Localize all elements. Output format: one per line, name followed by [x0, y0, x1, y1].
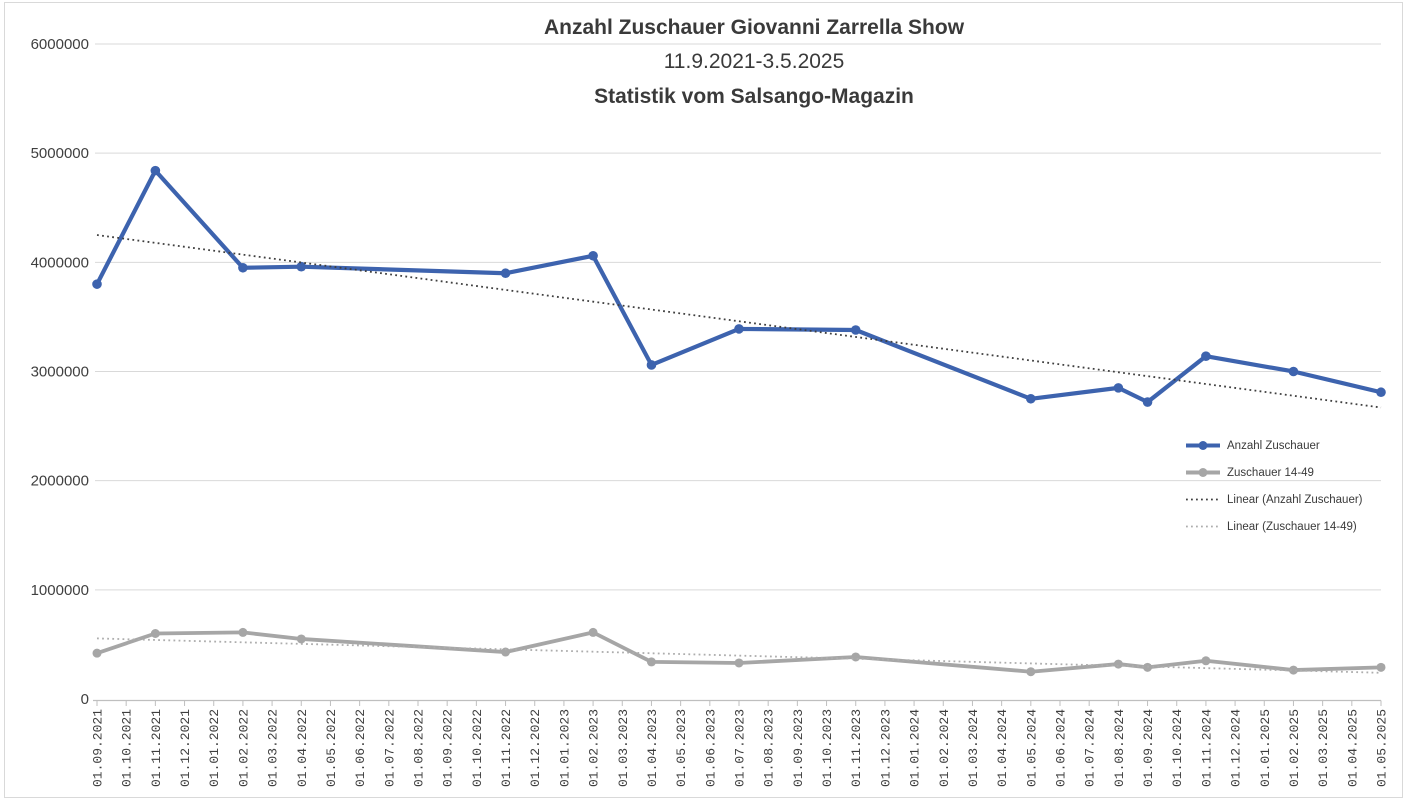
legend-item-linear-zuschauer-14-49: Linear (Zuschauer 14-49) — [1186, 513, 1363, 540]
svg-text:01.07.2022: 01.07.2022 — [382, 709, 397, 787]
svg-text:01.09.2024: 01.09.2024 — [1141, 709, 1156, 787]
svg-text:01.11.2022: 01.11.2022 — [499, 709, 514, 787]
svg-text:01.06.2024: 01.06.2024 — [1054, 709, 1069, 787]
chart-title-block: Anzahl Zuschauer Giovanni Zarrella Show … — [88, 11, 1420, 114]
svg-text:01.05.2023: 01.05.2023 — [674, 709, 689, 787]
svg-text:01.10.2022: 01.10.2022 — [470, 709, 485, 787]
svg-text:01.06.2022: 01.06.2022 — [353, 709, 368, 787]
chart-subtitle-source: Statistik vom Salsango-Magazin — [594, 85, 914, 108]
legend-dotted-line-icon — [1186, 525, 1220, 528]
svg-text:1000000: 1000000 — [31, 582, 89, 599]
svg-text:01.05.2025: 01.05.2025 — [1375, 709, 1390, 787]
svg-text:01.11.2024: 01.11.2024 — [1199, 709, 1214, 787]
svg-text:01.09.2021: 01.09.2021 — [91, 709, 106, 787]
svg-text:01.02.2023: 01.02.2023 — [587, 709, 602, 787]
svg-text:01.03.2024: 01.03.2024 — [966, 709, 981, 787]
legend-label: Linear (Zuschauer 14-49) — [1227, 520, 1357, 533]
chart-legend: Anzahl Zuschauer Zuschauer 14-49 Linear … — [1186, 432, 1363, 540]
svg-text:01.10.2021: 01.10.2021 — [120, 709, 135, 787]
svg-text:3000000: 3000000 — [31, 363, 89, 380]
svg-text:01.02.2022: 01.02.2022 — [236, 709, 251, 787]
svg-text:01.08.2023: 01.08.2023 — [762, 709, 777, 787]
legend-line-marker-icon — [1186, 441, 1220, 450]
svg-text:4000000: 4000000 — [31, 254, 89, 271]
legend-item-anzahl-zuschauer: Anzahl Zuschauer — [1186, 432, 1363, 459]
chart-subtitle-daterange: 11.9.2021-3.5.2025 — [663, 50, 845, 73]
legend-label: Linear (Anzahl Zuschauer) — [1227, 493, 1363, 506]
svg-text:01.06.2023: 01.06.2023 — [703, 709, 718, 787]
svg-text:01.01.2022: 01.01.2022 — [207, 709, 222, 787]
svg-text:01.08.2022: 01.08.2022 — [412, 709, 427, 787]
svg-text:01.12.2024: 01.12.2024 — [1229, 709, 1244, 787]
svg-text:01.01.2024: 01.01.2024 — [908, 709, 923, 787]
svg-text:01.01.2023: 01.01.2023 — [557, 709, 572, 787]
svg-text:01.03.2022: 01.03.2022 — [266, 709, 281, 787]
chart-title: Anzahl Zuschauer Giovanni Zarrella Show — [543, 16, 965, 39]
svg-text:01.12.2023: 01.12.2023 — [878, 709, 893, 787]
svg-text:01.07.2023: 01.07.2023 — [733, 709, 748, 787]
svg-text:5000000: 5000000 — [31, 145, 89, 162]
legend-item-linear-anzahl-zuschauer: Linear (Anzahl Zuschauer) — [1186, 486, 1363, 513]
svg-text:01.05.2022: 01.05.2022 — [324, 709, 339, 787]
svg-text:01.09.2023: 01.09.2023 — [791, 709, 806, 787]
svg-text:01.12.2021: 01.12.2021 — [178, 709, 193, 787]
svg-text:0: 0 — [81, 691, 89, 708]
svg-text:01.11.2021: 01.11.2021 — [149, 709, 164, 787]
svg-text:01.01.2025: 01.01.2025 — [1258, 709, 1273, 787]
svg-text:6000000: 6000000 — [31, 36, 89, 53]
svg-text:01.08.2024: 01.08.2024 — [1112, 709, 1127, 787]
svg-text:01.07.2024: 01.07.2024 — [1083, 709, 1098, 787]
legend-item-zuschauer-14-49: Zuschauer 14-49 — [1186, 459, 1363, 486]
svg-text:01.03.2025: 01.03.2025 — [1316, 709, 1331, 787]
svg-text:01.12.2022: 01.12.2022 — [528, 709, 543, 787]
svg-text:01.10.2024: 01.10.2024 — [1170, 709, 1185, 787]
legend-label: Anzahl Zuschauer — [1227, 439, 1320, 452]
legend-line-marker-icon — [1186, 468, 1220, 477]
svg-text:01.11.2023: 01.11.2023 — [849, 709, 864, 787]
legend-dotted-line-icon — [1186, 498, 1220, 501]
svg-text:01.04.2025: 01.04.2025 — [1345, 709, 1360, 787]
svg-text:01.03.2023: 01.03.2023 — [616, 709, 631, 787]
svg-text:01.02.2024: 01.02.2024 — [937, 709, 952, 787]
svg-text:01.04.2022: 01.04.2022 — [295, 709, 310, 787]
legend-label: Zuschauer 14-49 — [1227, 466, 1314, 479]
svg-text:01.05.2024: 01.05.2024 — [1024, 709, 1039, 787]
svg-text:01.04.2023: 01.04.2023 — [645, 709, 660, 787]
svg-text:2000000: 2000000 — [31, 473, 89, 490]
svg-text:01.09.2022: 01.09.2022 — [441, 709, 456, 787]
svg-text:01.10.2023: 01.10.2023 — [820, 709, 835, 787]
svg-text:01.04.2024: 01.04.2024 — [995, 709, 1010, 787]
svg-text:01.02.2025: 01.02.2025 — [1287, 709, 1302, 787]
